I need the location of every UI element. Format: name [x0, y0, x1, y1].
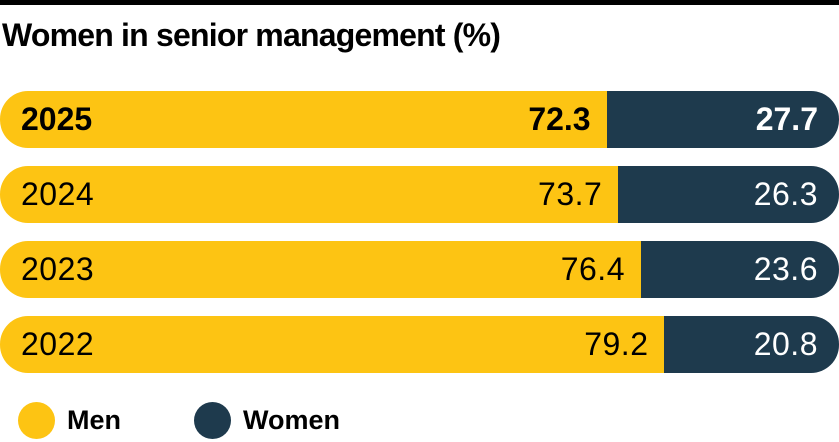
bar-segment-women-2025: 27.7: [606, 91, 839, 148]
legend-item-men: Men: [18, 402, 121, 439]
women-value-label: 27.7: [755, 101, 818, 137]
year-label: 2024: [21, 176, 95, 212]
women-value-label: 20.8: [753, 326, 818, 362]
legend-label-men: Men: [67, 405, 121, 435]
year-label: 2022: [21, 326, 95, 362]
year-label: 2023: [21, 251, 95, 287]
year-label: 2025: [21, 101, 93, 137]
bar-segment-women-2022: 20.8: [664, 316, 839, 373]
men-swatch-icon: [18, 402, 55, 439]
bar-segment-men-2025: 2025 72.3: [0, 91, 607, 148]
bar-segment-men-2022: 2022 79.2: [0, 316, 665, 373]
legend: Men Women: [18, 402, 839, 439]
men-value-label: 76.4: [560, 251, 625, 287]
legend-label-women: Women: [243, 405, 341, 435]
women-value-label: 23.6: [753, 251, 818, 287]
top-rule: [0, 0, 839, 5]
men-value-label: 72.3: [528, 101, 591, 137]
bar-segment-women-2024: 26.3: [618, 166, 839, 223]
men-value-label: 79.2: [584, 326, 649, 362]
bar-segment-men-2024: 2024 73.7: [0, 166, 619, 223]
bar-row-2024: 2024 73.7 26.3: [0, 166, 839, 223]
page-title: Women in senior management (%): [2, 17, 501, 53]
bar-segment-men-2023: 2023 76.4: [0, 241, 641, 298]
stacked-bar-chart: 2025 72.3 27.7 2024 73.7 26.3 2023 76.4 …: [0, 91, 839, 373]
women-value-label: 26.3: [753, 176, 818, 212]
legend-item-women: Women: [194, 402, 340, 439]
bar-row-2023: 2023 76.4 23.6: [0, 241, 839, 298]
bar-row-2025: 2025 72.3 27.7: [0, 91, 839, 148]
bar-row-2022: 2022 79.2 20.8: [0, 316, 839, 373]
bar-segment-women-2023: 23.6: [640, 241, 839, 298]
men-value-label: 73.7: [538, 176, 603, 212]
women-swatch-icon: [194, 402, 231, 439]
